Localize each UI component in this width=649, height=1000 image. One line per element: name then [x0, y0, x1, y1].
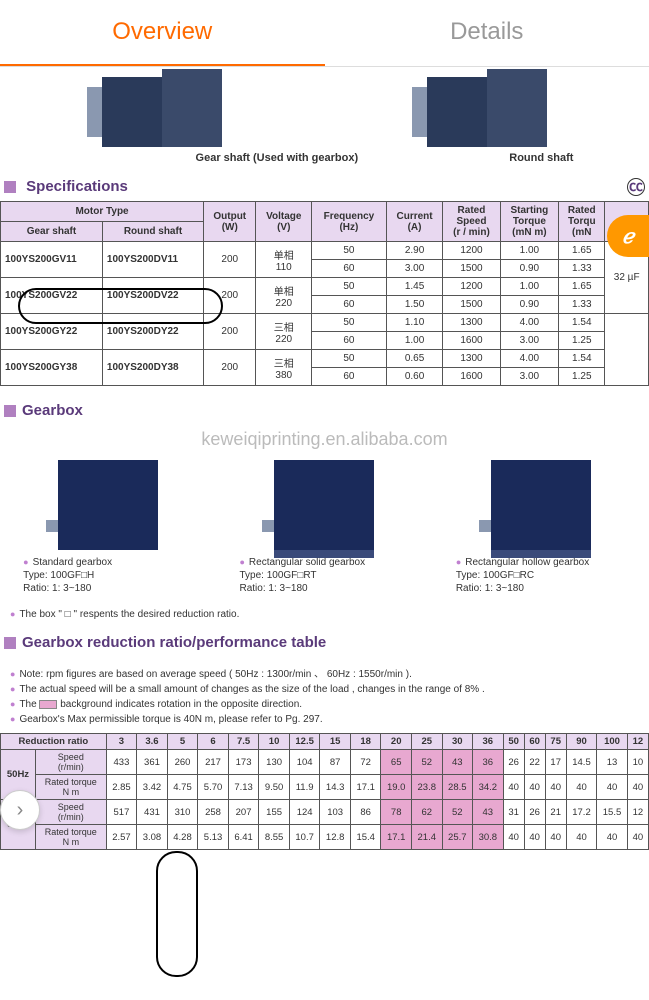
gearbox-ratio: Ratio: 1: 3~180: [23, 582, 193, 595]
gearbox-ratio: Ratio: 1: 3~180: [456, 582, 626, 595]
perf-note: The actual speed will be a small amount …: [10, 682, 639, 697]
prev-arrow-icon[interactable]: ›: [0, 790, 40, 830]
gearbox-type: Type: 100GF□H: [23, 569, 193, 582]
gearbox-ratio: Ratio: 1: 3~180: [239, 582, 409, 595]
alibaba-badge-icon[interactable]: ℯ: [607, 215, 649, 257]
gearbox-item: Rectangular hollow gearboxType: 100GF□RC…: [456, 460, 626, 595]
gearbox-image: [491, 460, 591, 550]
gearbox-list: Standard gearboxType: 100GF□HRatio: 1: 3…: [0, 454, 649, 601]
perf-note: The background indicates rotation in the…: [10, 697, 639, 712]
spec-row: 100YS200GV11100YS200DV11200单相110502.9012…: [1, 242, 649, 260]
perf-row: Rated torqueN m2.573.084.285.136.418.551…: [1, 825, 649, 850]
motor-round-image: [427, 77, 547, 147]
perf-row: Rated torqueN m2.853.424.755.707.139.501…: [1, 775, 649, 800]
motor-images: [0, 67, 649, 152]
spec-row: 100YS200GV22100YS200DV22200单相220501.4512…: [1, 278, 649, 296]
gearbox-type: Type: 100GF□RC: [456, 569, 626, 582]
specifications-title: Specifications ㏄: [0, 172, 649, 201]
spec-row: 100YS200GY38100YS200DY38200三相380500.6513…: [1, 350, 649, 368]
gearbox-image: [58, 460, 158, 550]
gearbox-item: Standard gearboxType: 100GF□HRatio: 1: 3…: [23, 460, 193, 595]
tab-details[interactable]: Details: [325, 0, 649, 66]
perf-note: Note: rpm figures are based on average s…: [10, 663, 639, 682]
motor-gear-label: Gear shaft (Used with gearbox): [196, 152, 359, 164]
spec-table: Motor TypeOutput(W)Voltage(V)Frequency(H…: [0, 201, 649, 386]
perf-row: 50HzSpeed(r/min)433361260217173130104877…: [1, 750, 649, 775]
perf-row: 60HzSpeed(r/min)517431310258207155124103…: [1, 800, 649, 825]
perf-title: Gearbox reduction ratio/performance tabl…: [0, 628, 649, 657]
motor-round-label: Round shaft: [509, 152, 573, 164]
watermark-text: keweiqiprinting.en.alibaba.com: [0, 425, 649, 454]
perf-notes: Note: rpm figures are based on average s…: [0, 657, 649, 733]
motor-gear-image: [102, 77, 222, 147]
gearbox-item: Rectangular solid gearboxType: 100GF□RTR…: [239, 460, 409, 595]
gearbox-note: The box " □ " respents the desired reduc…: [10, 607, 639, 622]
tab-overview[interactable]: Overview: [0, 0, 325, 66]
gearbox-title: Gearbox: [0, 396, 649, 425]
spec-row: 100YS200GY22100YS200DY22200三相220501.1013…: [1, 314, 649, 332]
gearbox-name: Standard gearbox: [23, 556, 193, 569]
gearbox-image: [274, 460, 374, 550]
gearbox-type: Type: 100GF□RT: [239, 569, 409, 582]
ccc-mark: ㏄: [627, 178, 645, 196]
perf-note: Gearbox's Max permissible torque is 40N …: [10, 712, 639, 727]
perf-table: Reduction ratio33.6567.51012.51518202530…: [0, 733, 649, 850]
